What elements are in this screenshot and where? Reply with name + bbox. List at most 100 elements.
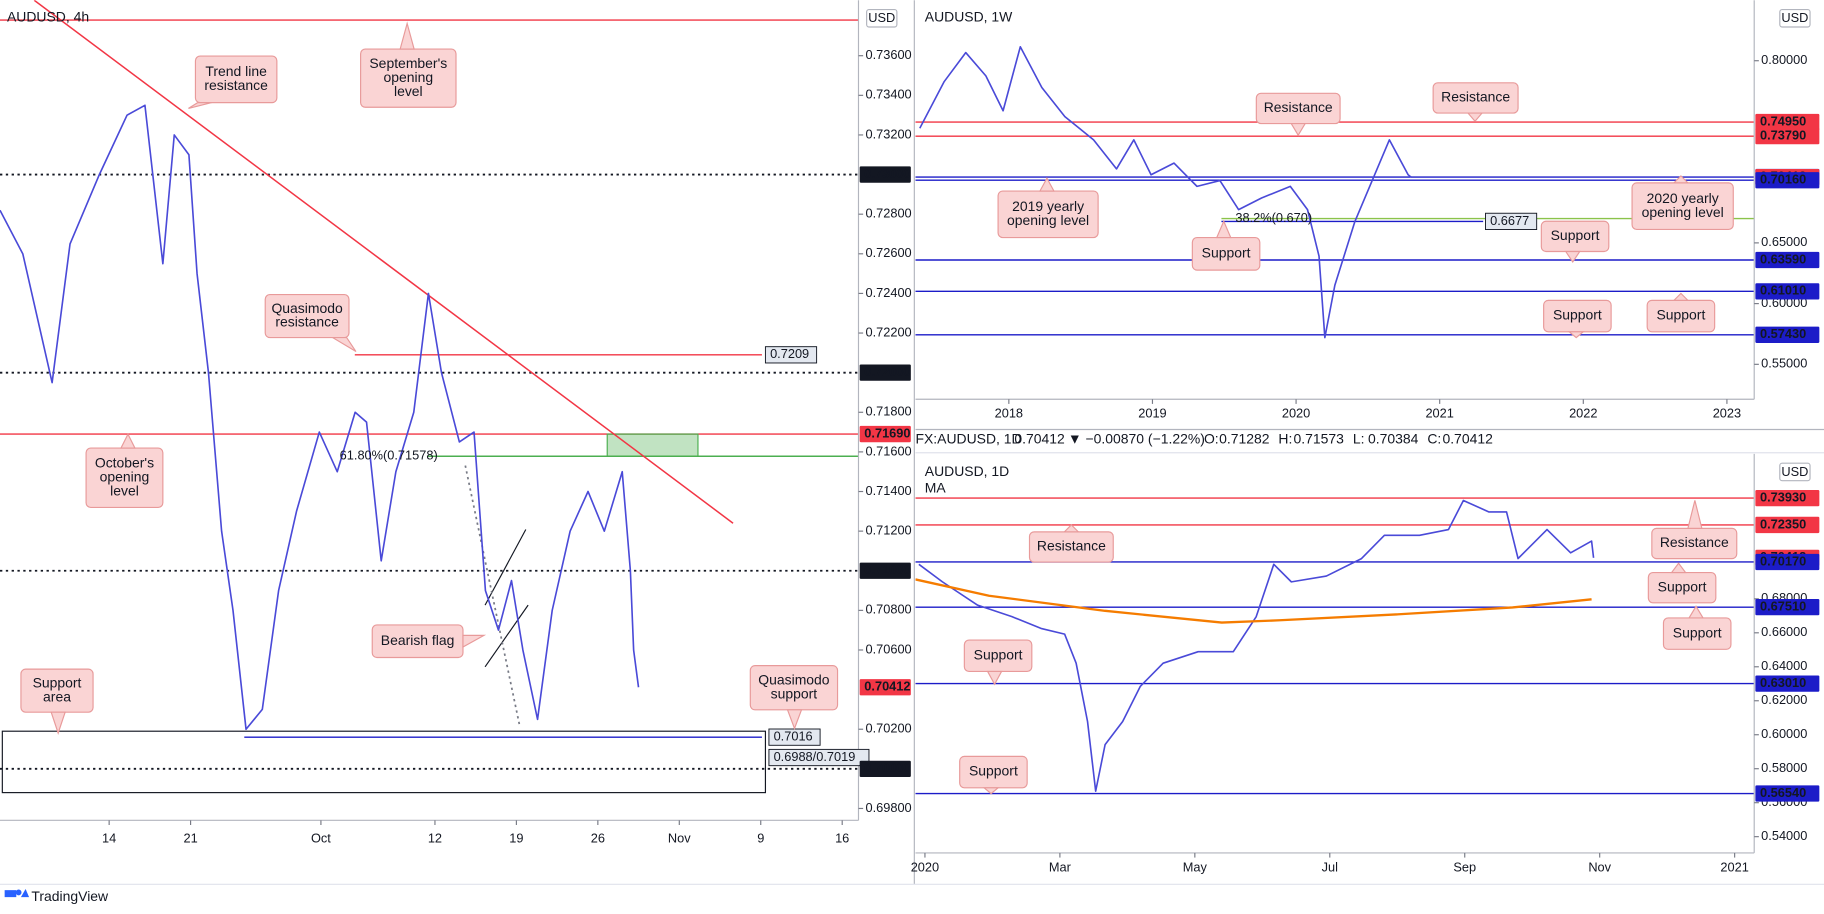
price-badge: [1755, 251, 1820, 269]
callout-pointer: [982, 787, 1000, 795]
y-tick-label: 0.73400: [865, 87, 911, 102]
flag-line: [484, 604, 529, 668]
projection-path: [464, 465, 521, 728]
callout-pointer: [786, 709, 803, 731]
y-tick-label: 0.54000: [1761, 828, 1807, 843]
y-tick-label: 0.71200: [865, 523, 911, 538]
callout-text: Resistance: [1264, 99, 1333, 115]
price-badge-label: 0.74950: [1760, 113, 1806, 128]
callout-text: September's: [369, 55, 447, 71]
ohlc-value: 0.70412: [1442, 431, 1493, 447]
support-zone: [1, 730, 767, 794]
price-badge: [1755, 283, 1820, 300]
tag-box: [768, 748, 870, 767]
currency-box: [866, 8, 898, 28]
chart-decoration: [464, 465, 529, 728]
y-tick-label: 0.72600: [865, 245, 911, 260]
callout-pointer: [1670, 562, 1687, 574]
price-badge: [1755, 127, 1820, 145]
x-tick-label: 2019: [1138, 406, 1166, 421]
price-badge-label: 0.57430: [1760, 326, 1806, 341]
price-line: [0, 104, 640, 731]
y-tick-label: 0.70600: [865, 641, 911, 656]
callout-pointer: [1687, 500, 1703, 529]
x-tick-label: 16: [835, 830, 849, 845]
price-badge: [859, 760, 911, 777]
currency-label: USD: [868, 10, 895, 25]
callout-pointer: [986, 670, 1003, 686]
ohlc-value: 0.70384: [1368, 431, 1419, 447]
callout-text: October's: [95, 454, 154, 470]
callout-pointer: [1672, 292, 1690, 301]
callout-pointer: [1038, 177, 1055, 192]
level-tag: 0.7209: [770, 346, 809, 361]
ohlc-value: 0.71282: [1219, 431, 1270, 447]
callout-text: support: [771, 685, 818, 701]
price-badge-label: 0.73930: [1760, 489, 1806, 504]
currency-label: USD: [1781, 10, 1808, 25]
y-tick-label: 0.55000: [1761, 356, 1807, 371]
callout-pointer: [50, 711, 66, 735]
callout-text: Quasimodo: [271, 300, 343, 316]
ohlc-key: H:: [1278, 431, 1292, 447]
y-tick-label: 0.58000: [1761, 760, 1807, 775]
x-tick-label: 19: [509, 830, 523, 845]
x-tick-label: 2022: [1569, 406, 1597, 421]
price-badge: [1755, 553, 1820, 571]
chart: 0.540000.560000.580000.600000.620000.640…: [911, 431, 1820, 874]
y-tick-label: 0.60000: [1761, 726, 1807, 741]
price-badge: [1755, 172, 1820, 189]
chart-title: AUDUSD, 1W: [925, 8, 1013, 24]
y-tick-label: 0.73200: [865, 126, 911, 141]
callout-text: opening level: [1007, 212, 1089, 228]
logo-mark: [20, 888, 30, 898]
price-line: [919, 45, 1412, 339]
y-tick-label: 0.71600: [865, 443, 911, 458]
x-tick-label: 12: [428, 830, 442, 845]
callout-pointer: [1215, 219, 1232, 239]
y-tick-label: 0.69800: [865, 800, 911, 815]
ohlc-key: L:: [1353, 431, 1365, 447]
y-tick-label: 0.72800: [865, 206, 911, 221]
moving-average: [915, 578, 1592, 624]
callout-pointer: [462, 634, 487, 649]
callout-pointer: [1062, 524, 1080, 533]
callout-text: Support: [1202, 245, 1251, 261]
callout-pointer: [188, 102, 212, 109]
y-tick-label: 0.70200: [865, 721, 911, 736]
price-badge: [859, 679, 911, 696]
price-badge-label: 0.70170: [1760, 553, 1806, 568]
callout-text: Trend line: [205, 63, 267, 79]
price-badge: [859, 364, 911, 381]
tag-box: [764, 346, 818, 364]
callout-text: 2019 yearly: [1012, 198, 1084, 214]
price-badge: [1755, 489, 1820, 507]
price-badge-label: 0.70000: [864, 760, 910, 775]
x-tick-label: Nov: [668, 830, 691, 845]
y-tick-label: 0.65000: [1761, 234, 1807, 249]
logo: TradingView: [4, 888, 109, 904]
callout-text: Bearish flag: [381, 632, 455, 648]
x-tick-label: 2020: [911, 859, 939, 874]
symbol-label: FX:AUDUSD, 1D: [915, 431, 1021, 447]
callout-text: Resistance: [1660, 534, 1729, 550]
level-tag: 61.80%(0.71578): [340, 448, 438, 463]
x-tick-label: 9: [757, 830, 764, 845]
callout-text: area: [43, 688, 71, 704]
callout-pointer: [1688, 605, 1705, 619]
callout-box: [264, 293, 350, 339]
callout-text: opening: [100, 468, 150, 484]
y-tick-label: 0.80000: [1761, 52, 1807, 67]
price-badge-label: 0.71690: [864, 425, 910, 440]
x-tick-label: 21: [183, 830, 197, 845]
price-badge: [859, 425, 911, 443]
price-badge-label: 0.70412: [864, 679, 910, 694]
callout-text: Support: [974, 646, 1023, 662]
callout-text: Quasimodo: [758, 671, 830, 687]
price-badge: [1755, 675, 1820, 692]
price-badge: [859, 166, 911, 183]
currency-label: USD: [1781, 464, 1808, 479]
